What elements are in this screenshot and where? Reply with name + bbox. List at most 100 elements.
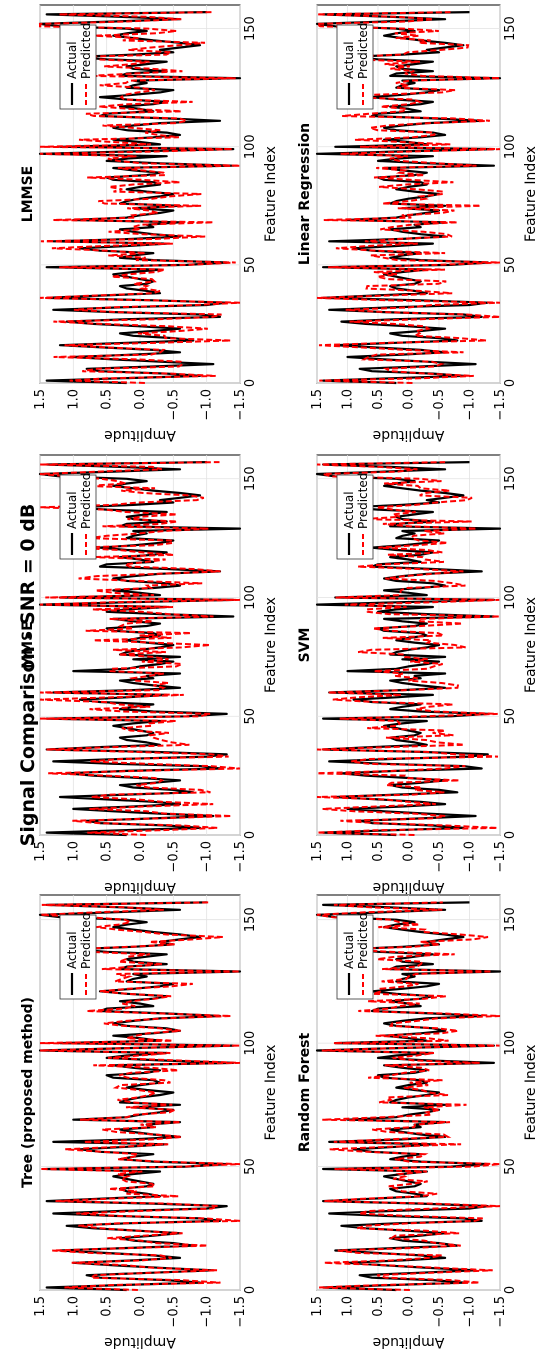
legend-label: Actual — [342, 41, 356, 79]
amplitude-tick-label: −0.5 — [166, 841, 181, 873]
series-predicted-line — [39, 901, 241, 1291]
legend-box — [59, 24, 97, 110]
feature-index-tick-label: 0 — [503, 1286, 518, 1294]
feature-index-tick-label: 150 — [503, 16, 518, 41]
amplitude-tick-label: −1.5 — [493, 389, 508, 421]
amplitude-tick-label: −1.5 — [233, 1296, 248, 1328]
amplitude-tick-label: −1.0 — [200, 841, 215, 873]
amplitude-tick-label: −1.0 — [463, 841, 478, 873]
feature-index-tick-label: 0 — [243, 379, 258, 387]
y-axis-label: Amplitude — [104, 879, 176, 895]
x-axis-label: Feature Index — [263, 146, 279, 242]
subplot: 1.5 1.0 0.5 0.0 −0.5 −1.0 −1.5 0 50 100 150 Feature… — [20, 894, 279, 1350]
amplitude-tick-label: 1.0 — [341, 389, 356, 410]
amplitude-tick-label: 0.0 — [133, 1296, 148, 1317]
legend: Actual Predicted — [59, 473, 97, 560]
subplot-title: SVM — [297, 628, 313, 663]
feature-index-tick-label: 100 — [243, 1031, 258, 1056]
feature-index-tick-label: 50 — [503, 708, 518, 725]
amplitude-tick-label: 0.5 — [100, 841, 115, 862]
legend-label: Actual — [342, 491, 356, 529]
feature-index-tick-label: 50 — [503, 257, 518, 274]
subplot-title: Random Forest — [297, 1033, 313, 1153]
legend-label: Predicted — [356, 473, 370, 529]
x-axis-label: Feature Index — [263, 597, 279, 693]
amplitude-tick-label: 0.0 — [402, 1296, 417, 1317]
subplot-grid: 1.5 1.0 0.5 0.0 −0.5 −1.0 −1.5 0 50 100 150 Feature… — [20, 4, 539, 1350]
feature-index-tick-label: 50 — [503, 1158, 518, 1175]
legend-label: Actual — [342, 931, 356, 969]
feature-index-tick-label: 50 — [243, 708, 258, 725]
x-axis-label: Feature Index — [263, 1045, 279, 1141]
amplitude-tick-label: −1.5 — [493, 841, 508, 873]
y-axis-label: Amplitude — [373, 1334, 445, 1350]
amplitude-tick-label: 0.5 — [100, 389, 115, 410]
legend-label: Predicted — [79, 913, 93, 969]
amplitude-tick-label: 0.5 — [371, 389, 386, 410]
amplitude-tick-label: −1.0 — [463, 389, 478, 421]
legend-label: Actual — [65, 41, 79, 79]
amplitude-tick-label: 0.0 — [402, 389, 417, 410]
feature-index-tick-label: 150 — [503, 466, 518, 491]
series-predicted-line — [314, 11, 501, 384]
amplitude-tick-label: 1.5 — [310, 841, 325, 862]
amplitude-tick-label: 1.5 — [33, 389, 48, 410]
amplitude-tick-label: 1.5 — [33, 1296, 48, 1317]
legend-box — [59, 914, 97, 1000]
subplot: 1.5 1.0 0.5 0.0 −0.5 −1.0 −1.5 0 50 100 150 Feature… — [297, 4, 539, 443]
legend-box — [336, 914, 374, 1000]
y-axis-label: Amplitude — [373, 427, 445, 443]
feature-index-tick-label: 50 — [243, 1158, 258, 1175]
legend: Actual Predicted — [59, 23, 97, 110]
amplitude-tick-label: −0.5 — [432, 1296, 447, 1328]
legend: Actual Predicted — [59, 913, 97, 1000]
subplot: 1.5 1.0 0.5 0.0 −0.5 −1.0 −1.5 0 50 100 150 Feature… — [297, 894, 539, 1350]
legend-box — [59, 474, 97, 560]
y-axis-label: Amplitude — [373, 879, 445, 895]
amplitude-tick-label: 1.0 — [66, 1296, 81, 1317]
amplitude-tick-label: 1.0 — [66, 389, 81, 410]
amplitude-tick-label: 1.0 — [341, 1296, 356, 1317]
legend: Actual Predicted — [336, 473, 374, 560]
legend-label: Predicted — [356, 913, 370, 969]
amplitude-tick-label: 0.0 — [133, 389, 148, 410]
x-axis-label: Feature Index — [523, 597, 539, 693]
legend-label: Predicted — [79, 473, 93, 529]
legend-label: Predicted — [356, 23, 370, 79]
amplitude-tick-label: −1.5 — [233, 841, 248, 873]
y-axis-label: Amplitude — [104, 427, 176, 443]
figure-title: Signal Comparison - SNR = 0 dB — [17, 504, 39, 847]
amplitude-tick-label: −1.0 — [200, 1296, 215, 1328]
feature-index-tick-label: 150 — [243, 907, 258, 932]
amplitude-tick-label: −0.5 — [432, 389, 447, 421]
x-axis-label: Feature Index — [523, 1045, 539, 1141]
feature-index-tick-label: 50 — [243, 257, 258, 274]
legend-label: Actual — [65, 491, 79, 529]
amplitude-tick-label: 1.0 — [341, 841, 356, 862]
legend-box — [336, 474, 374, 560]
amplitude-tick-label: −0.5 — [166, 1296, 181, 1328]
subplot: 1.5 1.0 0.5 0.0 −0.5 −1.0 −1.5 0 50 100 150 Feature… — [20, 454, 279, 895]
amplitude-tick-label: −0.5 — [432, 841, 447, 873]
amplitude-tick-label: −1.5 — [233, 389, 248, 421]
feature-index-tick-label: 100 — [243, 585, 258, 610]
amplitude-tick-label: 1.0 — [66, 841, 81, 862]
subplot-title: Linear Regression — [297, 123, 313, 265]
series-predicted-line — [39, 11, 241, 384]
feature-index-tick-label: 150 — [243, 466, 258, 491]
feature-index-tick-label: 0 — [243, 1286, 258, 1294]
feature-index-tick-label: 150 — [503, 907, 518, 932]
series-predicted-line — [316, 461, 501, 836]
amplitude-tick-label: −1.0 — [463, 1296, 478, 1328]
subplot: 1.5 1.0 0.5 0.0 −0.5 −1.0 −1.5 0 50 100 150 Feature… — [297, 454, 539, 895]
feature-index-tick-label: 0 — [503, 379, 518, 387]
legend: Actual Predicted — [336, 913, 374, 1000]
legend-label: Actual — [65, 931, 79, 969]
subplot-title: MMSE — [20, 621, 36, 669]
amplitude-tick-label: 1.5 — [33, 841, 48, 862]
amplitude-tick-label: −0.5 — [166, 389, 181, 421]
subplot: 1.5 1.0 0.5 0.0 −0.5 −1.0 −1.5 0 50 100 150 Feature… — [20, 4, 279, 443]
series-predicted-line — [316, 901, 501, 1291]
amplitude-tick-label: 0.0 — [402, 841, 417, 862]
amplitude-tick-label: 1.5 — [310, 389, 325, 410]
